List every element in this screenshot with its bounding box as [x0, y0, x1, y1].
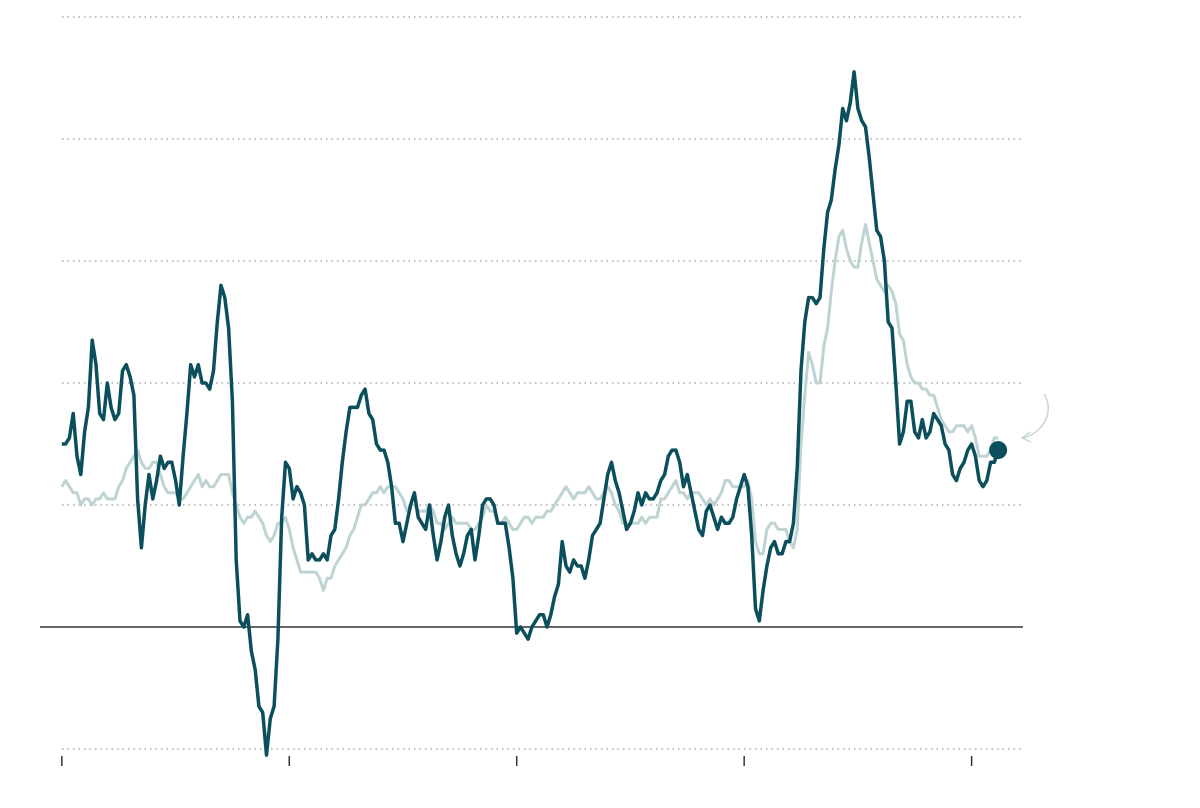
annotation-arrow: [1023, 393, 1049, 439]
series-line: [61, 70, 1000, 757]
end-dot: [989, 441, 1008, 460]
annotation-arrowhead: [1020, 431, 1032, 443]
series-line: [60, 222, 999, 592]
